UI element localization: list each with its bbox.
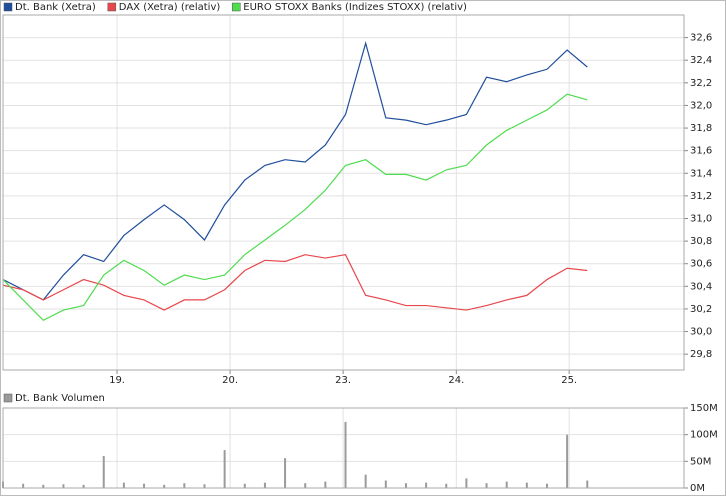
line [2,93,588,321]
y-tick-label: 150M [690,403,718,414]
volume-bar [122,482,125,488]
y-tick-label: 32,6 [690,33,712,44]
volume-bar [284,458,287,488]
volume-bar [163,484,166,488]
y-tick-label: 32,4 [690,55,712,66]
volume-bar [344,421,347,488]
volume-bar [445,483,448,488]
x-tick-label: 24. [448,375,464,386]
legend-swatch [3,2,13,12]
y-tick-label: 0M [690,483,705,494]
volume-bar [102,456,105,488]
y-tick-label: 50M [690,456,711,467]
legend-label: EURO STOXX Banks (Indizes STOXX) (relati… [243,2,467,13]
legend-label: DAX (Xetra) (relativ) [119,2,221,13]
volume-bar [586,480,589,488]
legend-swatch [107,2,117,12]
volume-bar [22,483,25,488]
y-tick-label: 30,4 [690,281,712,292]
volume-bar [243,483,246,488]
x-tick-label: 25. [561,375,577,386]
x-tick-label: 19. [109,375,125,386]
line [2,41,588,301]
volume-bar [485,483,488,488]
volume-bar [183,483,186,488]
x-tick-label: 23. [335,375,351,386]
y-tick-label: 31,0 [690,214,712,225]
y-tick-label: 100M [690,430,718,441]
plot-border [2,407,685,489]
y-tick-label: 30,0 [690,327,712,338]
volume-bar [203,484,206,488]
volume-bar [525,482,528,488]
y-tick-label: 30,2 [690,304,712,315]
volume-bar [404,483,407,488]
volume-bar [42,484,45,488]
line [2,254,588,311]
volume-bar [82,484,85,488]
volume-bar [263,482,266,488]
volume-bar [62,484,65,488]
volume-bar [505,481,508,488]
volume-bar [364,474,367,488]
y-tick-label: 31,6 [690,146,712,157]
y-tick-label: 32,0 [690,100,712,111]
y-tick-label: 31,2 [690,191,712,202]
y-tick-label: 32,2 [690,78,712,89]
volume-bar [384,480,387,488]
y-tick-label: 30,8 [690,236,712,247]
volume-bar [143,483,146,488]
y-tick-label: 31,8 [690,123,712,134]
volume-bar [223,450,226,488]
volume-bar [425,482,428,488]
y-tick-label: 30,6 [690,259,712,270]
volume-bar [304,483,307,488]
y-tick-label: 29,8 [690,349,712,360]
volume-bar [566,434,569,488]
legend-swatch [232,2,241,12]
legend-label: Dt. Bank Volumen [15,393,105,404]
y-tick-label: 31,4 [690,168,712,179]
plot-border [2,14,685,371]
volume-bar [465,478,468,488]
legend-label: Dt. Bank (Xetra) [15,2,96,13]
x-tick-label: 20. [222,375,238,386]
volume-bar [545,483,548,488]
legend-swatch [3,393,13,403]
volume-bar [324,481,327,488]
